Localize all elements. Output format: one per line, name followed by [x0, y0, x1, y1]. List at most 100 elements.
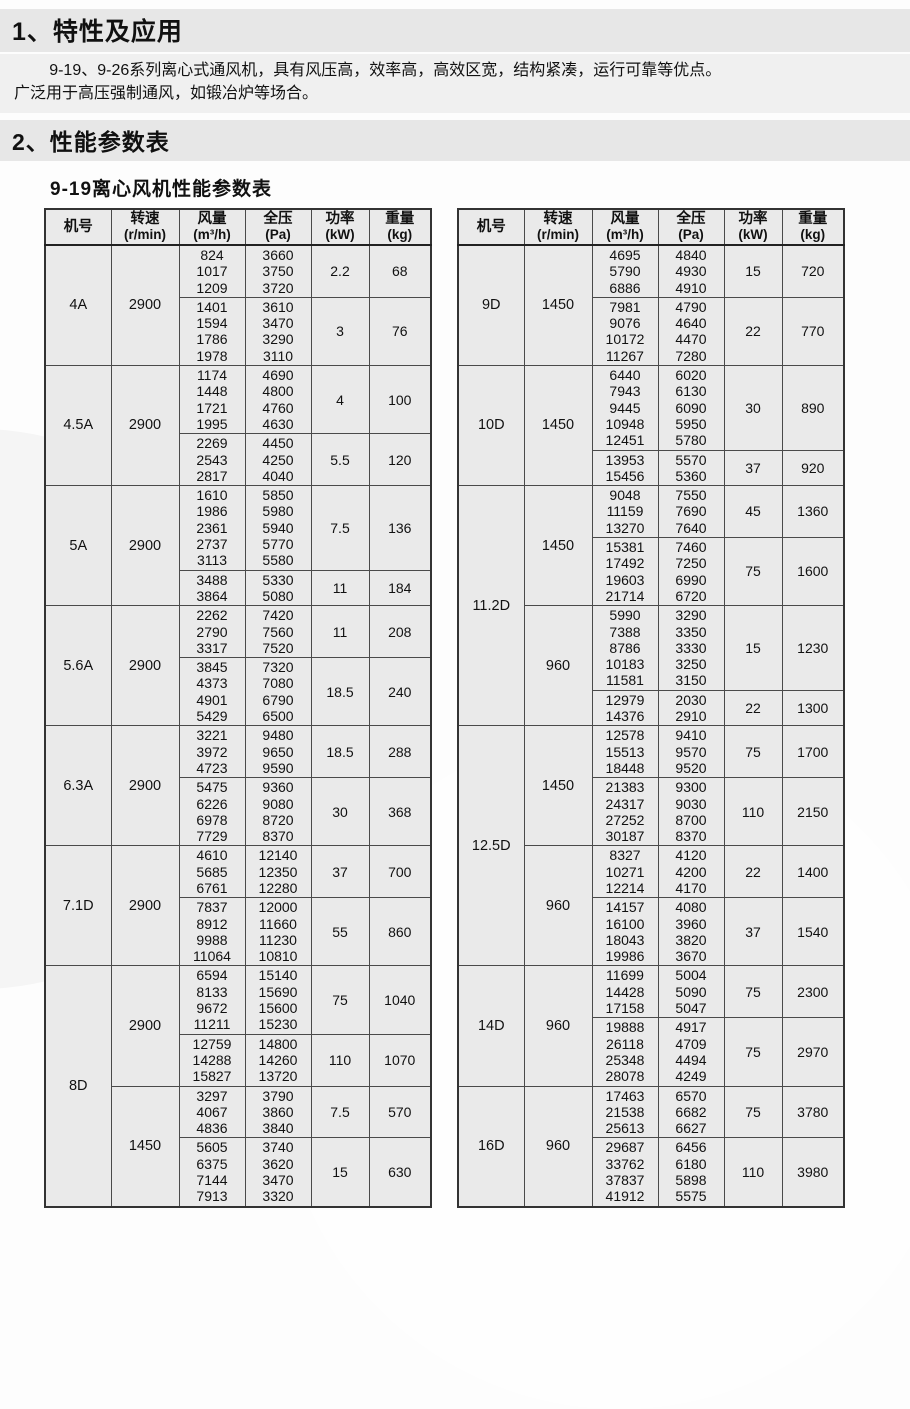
weight-cell: 770: [781, 296, 845, 367]
pressure-cell: 6570 6682 6627: [657, 1085, 725, 1139]
intro-line-2: 广泛用于高压强制通风，如锻冶炉等场合。: [14, 85, 319, 102]
speed-cell: 2900: [110, 725, 180, 847]
power-cell: 37: [723, 897, 783, 967]
weight-cell: 2300: [781, 965, 845, 1019]
perf-row: 4A 2900 824 1017 1209 3660 3750 3720 2.2 68: [44, 244, 432, 367]
perf-row: 6.3A 2900 3221 3972 4723 9480 9650 9590 18.5 288: [44, 725, 432, 847]
column-header-rpm: 转速 (r/min): [523, 208, 593, 246]
power-cell: 22: [723, 689, 783, 727]
weight-cell: 860: [368, 897, 432, 967]
weight-cell: 1230: [781, 605, 845, 691]
power-cell: 110: [723, 1137, 783, 1208]
flow-cell: 17463 21538 25613: [591, 1085, 659, 1139]
pressure-cell: 4917 4709 4494 4249: [657, 1017, 725, 1087]
header-row: 机号 转速 (r/min) 风量 (m³/h) 全压 (Pa) 功率 (kW) 重量 (kg): [44, 208, 432, 246]
pressure-cell: 6456 6180 5898 5575: [657, 1137, 725, 1208]
power-cell: 15: [310, 1137, 370, 1208]
column-header-flow: 风量 (m³/h): [178, 208, 246, 246]
weight-cell: 3780: [781, 1085, 845, 1139]
weight-cell: 240: [368, 657, 432, 727]
weight-cell: 368: [368, 777, 432, 847]
flow-cell: 8327 10271 12214: [591, 845, 659, 899]
pressure-cell: 12140 12350 12280: [244, 845, 312, 899]
power-cell: 15: [723, 605, 783, 691]
flow-cell: 12578 15513 18448: [591, 725, 659, 779]
perf-row: 12979 14376 2030 2910 22 1300: [458, 689, 845, 727]
perf-row: 13953 15456 5570 5360 37 920: [458, 449, 845, 487]
pressure-cell: 4450 4250 4040: [244, 433, 312, 487]
speed-cell: 1450: [523, 365, 593, 487]
power-cell: 7.5: [310, 1085, 370, 1139]
power-cell: 45: [723, 485, 783, 539]
perf-row: 8D 2900 6594 8133 9672 11211 15140 15690 15600 15…: [44, 965, 432, 1208]
speed-cell: 960: [523, 605, 593, 727]
header-row: 机号 转速 (r/min) 风量 (m³/h) 全压 (Pa) 功率 (kW) 重量 (kg): [457, 208, 845, 246]
power-cell: 75: [723, 725, 783, 779]
power-cell: 30: [723, 365, 783, 451]
pressure-cell: 3610 3470 3290 3110: [244, 296, 312, 367]
power-cell: 2.2: [310, 244, 370, 298]
pressure-cell: 7550 7690 7640: [657, 485, 725, 539]
weight-cell: 700: [368, 845, 432, 899]
intro-line-1: 9-19、9-26系列离心式通风机，具有风压高，效率高，高效区宽，结构紧凑，运行…: [49, 62, 722, 79]
pressure-cell: 4690 4800 4760 4630: [244, 365, 312, 435]
power-cell: 3: [310, 296, 370, 367]
model-cell: 4.5A: [44, 365, 112, 487]
model-cell: 14D: [457, 965, 525, 1087]
weight-cell: 1540: [781, 897, 845, 967]
weight-cell: 1040: [368, 965, 432, 1035]
weight-cell: 2150: [781, 777, 845, 847]
pressure-cell: 3290 3350 3330 3250 3150: [657, 605, 725, 691]
weight-cell: 136: [368, 485, 432, 571]
flow-cell: 6594 8133 9672 11211: [178, 965, 246, 1035]
weight-cell: 1700: [781, 725, 845, 779]
section-1-band: 1、特性及应用: [0, 9, 910, 52]
perf-row: 3845 4373 4901 5429 7320 7080 6790 6500 18.5 240: [45, 657, 432, 727]
pressure-cell: 3660 3750 3720: [244, 244, 312, 298]
flow-cell: 5605 6375 7144 7913: [178, 1137, 246, 1208]
section-2-heading: 2、性能参数表: [12, 129, 170, 155]
weight-cell: 120: [368, 433, 432, 487]
perf-row: 7.1D 2900 4610 5685 6761 12140 12350 12280 37 700: [44, 845, 432, 967]
pressure-cell: 9410 9570 9520: [657, 725, 725, 779]
pressure-cell: 3790 3860 3840: [244, 1085, 312, 1139]
column-header-power: 功率 (kW): [310, 208, 370, 246]
section-2-band: 2、性能参数表: [0, 120, 910, 161]
power-cell: 18.5: [310, 725, 370, 779]
flow-cell: 7837 8912 9988 11064: [178, 897, 246, 967]
flow-cell: 15381 17492 19603 21714: [591, 537, 659, 607]
weight-cell: 920: [781, 449, 845, 487]
performance-table: 机号 转速 (r/min) 风量 (m³/h) 全压 (Pa) 功率 (kW) 重量 (kg) 9D 1…: [457, 208, 845, 1208]
pressure-cell: 9360 9080 8720 8370: [244, 777, 312, 847]
power-cell: 75: [723, 1017, 783, 1087]
pressure-cell: 5004 5090 5047: [657, 965, 725, 1019]
model-cell: 11.2D: [457, 485, 525, 727]
speed-cell: 2900: [110, 965, 180, 1087]
power-cell: 7.5: [310, 485, 370, 571]
pressure-cell: 4840 4930 4910: [657, 244, 725, 298]
pressure-cell: 5330 5080: [244, 569, 312, 607]
pressure-cell: 9480 9650 9590: [244, 725, 312, 779]
power-cell: 75: [723, 965, 783, 1019]
weight-cell: 3980: [781, 1137, 845, 1208]
power-cell: 4: [310, 365, 370, 435]
column-header-model: 机号: [457, 208, 525, 246]
perf-row: 1401 1594 1786 1978 3610 3470 3290 3110 3 76: [45, 296, 432, 367]
column-header-weight: 重量 (kg): [781, 208, 845, 246]
flow-cell: 3297 4067 4836: [178, 1085, 246, 1139]
model-cell: 12.5D: [457, 725, 525, 967]
model-cell: 10D: [457, 365, 525, 487]
column-header-weight: 重量 (kg): [368, 208, 432, 246]
model-cell: 16D: [457, 1085, 525, 1208]
flow-cell: 13953 15456: [591, 449, 659, 487]
pressure-cell: 7320 7080 6790 6500: [244, 657, 312, 727]
pressure-cell: 3740 3620 3470 3320: [244, 1137, 312, 1208]
flow-cell: 1610 1986 2361 2737 3113: [178, 485, 246, 571]
speed-cell: 960: [523, 1085, 593, 1208]
flow-cell: 1401 1594 1786 1978: [178, 296, 246, 367]
model-cell: 5.6A: [44, 605, 112, 727]
pressure-cell: 12000 11660 11230 10810: [244, 897, 312, 967]
model-cell: 4A: [44, 244, 112, 367]
weight-cell: 570: [368, 1085, 432, 1139]
perf-row: 960 5990 7388 8786 10183 11581 3290 3350 3330 325…: [458, 605, 845, 727]
